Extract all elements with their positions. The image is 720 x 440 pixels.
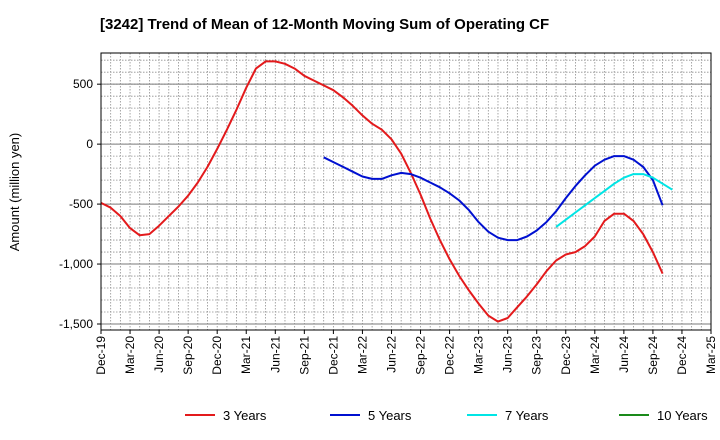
x-tick-label: Jun-20 [152, 336, 166, 373]
chart-title: [3242] Trend of Mean of 12-Month Moving … [100, 16, 549, 33]
x-tick-label: Dec-21 [326, 336, 340, 375]
y-tick-label: -1,500 [59, 317, 93, 331]
x-ticks: Dec-19 Mar-20 Jun-20 Sep-20 Dec-20 Mar-21 Jun-… [94, 330, 718, 375]
x-tick-label: Dec-20 [210, 336, 224, 375]
y-tick-label: -500 [69, 197, 93, 211]
series-line-3-years [100, 60, 664, 323]
legend-label-7-years: 7 Years [505, 408, 549, 423]
x-tick-label: Jun-21 [268, 336, 282, 373]
x-tick-label: Jun-22 [384, 336, 398, 373]
legend: 3 Years 5 Years 7 Years 10 Years [185, 408, 708, 423]
plot-border [100, 52, 712, 331]
y-tick-label: -1,000 [59, 257, 93, 271]
x-tick-label: Mar-20 [123, 336, 137, 374]
x-tick-label: Sep-21 [297, 336, 311, 375]
legend-label-10-years: 10 Years [657, 408, 708, 423]
legend-label-5-years: 5 Years [368, 408, 412, 423]
series-lines [100, 60, 673, 323]
x-tick-label: Sep-23 [530, 336, 544, 375]
y-tick-label: 500 [73, 77, 93, 91]
legend-label-3-years: 3 Years [223, 408, 267, 423]
x-tick-label: Mar-25 [704, 336, 718, 374]
x-tick-label: Mar-24 [588, 336, 602, 374]
x-tick-label: Sep-24 [646, 336, 660, 375]
x-tick-label: Jun-24 [617, 336, 631, 373]
x-tick-label: Dec-24 [675, 336, 689, 375]
y-ticks: 500 0 -500 -1,000 -1,500 [59, 77, 101, 331]
x-tick-label: Dec-23 [559, 336, 573, 375]
plot-area [101, 53, 711, 330]
grid [101, 53, 711, 330]
x-tick-label: Dec-22 [443, 336, 457, 375]
x-tick-label: Mar-22 [355, 336, 369, 374]
x-tick-label: Jun-23 [501, 336, 515, 373]
y-axis-title: Amount (million yen) [7, 133, 22, 252]
x-tick-label: Mar-21 [239, 336, 253, 374]
x-tick-label: Sep-22 [414, 336, 428, 375]
x-tick-label: Dec-19 [94, 336, 108, 375]
x-tick-label: Mar-23 [472, 336, 486, 374]
y-tick-label: 0 [86, 137, 93, 151]
x-tick-label: Sep-20 [181, 336, 195, 375]
series-line-7-years [555, 173, 673, 228]
series-line-5-years [323, 155, 664, 242]
